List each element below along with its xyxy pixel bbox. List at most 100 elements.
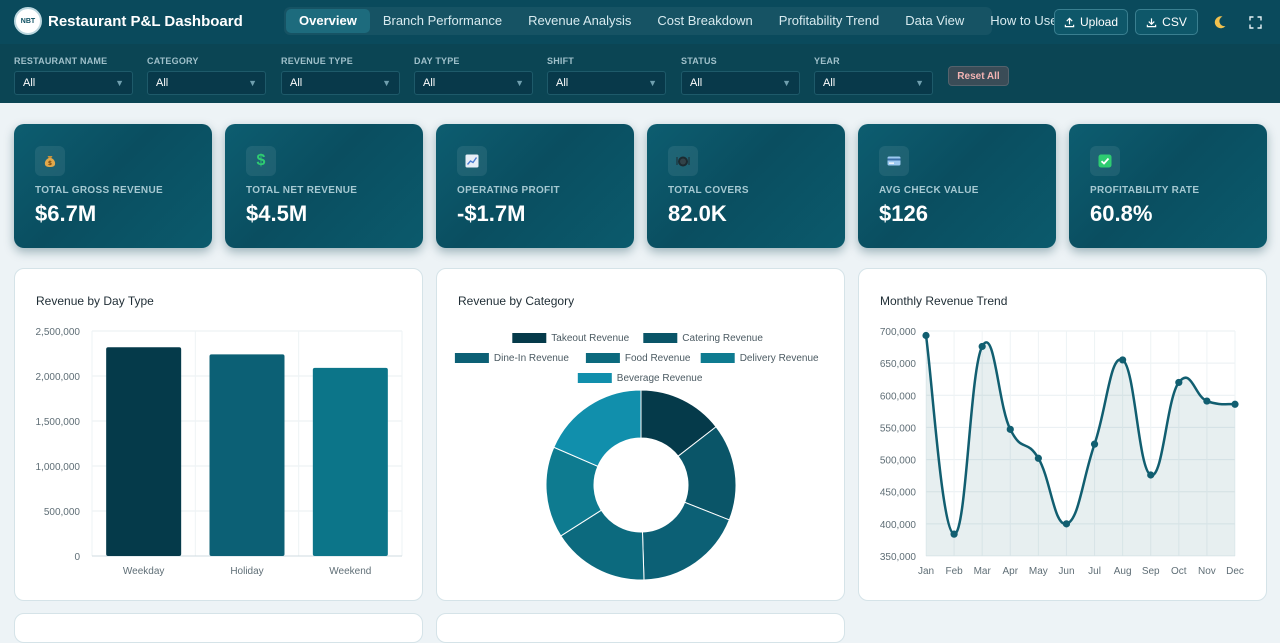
data-point-mar — [978, 342, 986, 351]
checkmark-icon — [1090, 146, 1120, 176]
filter-label: REVENUE TYPE — [281, 56, 353, 66]
shift-select[interactable]: All ▼ — [547, 71, 666, 95]
bar-holiday — [209, 354, 285, 556]
y-tick-label: 450,000 — [880, 488, 917, 499]
kpi-label: TOTAL NET REVENUE — [246, 185, 358, 196]
y-tick-label: 0 — [74, 552, 80, 563]
app-title: Restaurant P&L Dashboard — [48, 13, 243, 30]
fullscreen-icon[interactable] — [1246, 13, 1264, 31]
legend-label: Beverage Revenue — [617, 373, 703, 384]
data-point-dec — [1231, 400, 1239, 408]
day-type-select[interactable]: All ▼ — [414, 71, 533, 95]
filter-label: SHIFT — [547, 56, 574, 66]
filter-status: STATUS All ▼ — [681, 56, 800, 95]
chart-title: Revenue by Category — [458, 294, 575, 308]
y-tick-label: 550,000 — [880, 423, 917, 434]
bottom-card-left — [14, 613, 423, 643]
select-value: All — [823, 77, 836, 89]
bar-weekday — [106, 347, 182, 556]
x-tick-label: Feb — [945, 566, 963, 577]
chevron-down-icon: ▼ — [782, 78, 791, 88]
data-point-jan — [922, 331, 930, 340]
kpi-value: $6.7M — [35, 201, 97, 226]
bar-weekend — [312, 367, 388, 556]
moon-icon[interactable] — [1211, 13, 1229, 31]
legend-label: Food Revenue — [625, 353, 691, 364]
kpi-value: -$1.7M — [457, 201, 526, 226]
y-tick-label: 2,000,000 — [36, 372, 81, 383]
dollar-icon: $ — [246, 146, 276, 176]
x-tick-label: Jun — [1058, 566, 1074, 577]
csv-button[interactable]: CSV — [1135, 9, 1198, 35]
select-value: All — [23, 77, 36, 89]
y-tick-label: 2,500,000 — [36, 327, 81, 338]
filter-bar: RESTAURANT NAME All ▼ CATEGORY All ▼ REVEN… — [0, 44, 1280, 103]
legend-label: Delivery Revenue — [740, 353, 819, 364]
y-tick-label: 400,000 — [880, 520, 917, 531]
tab-data-view[interactable]: Data View — [905, 13, 965, 28]
nav-tabs: Overview Branch Performance Revenue Anal… — [284, 7, 1057, 35]
filter-label: YEAR — [814, 56, 840, 66]
filter-shift: SHIFT All ▼ — [547, 56, 666, 95]
kpi-label: TOTAL COVERS — [668, 185, 749, 196]
reset-all-button[interactable]: Reset All — [948, 66, 1009, 86]
x-tick-label: Dec — [1226, 566, 1244, 577]
filter-label: RESTAURANT NAME — [14, 56, 108, 66]
x-tick-label: Mar — [974, 566, 992, 577]
restaurant-name-select[interactable]: All ▼ — [14, 71, 133, 95]
y-tick-label: 350,000 — [880, 552, 917, 563]
kpi-value: $126 — [879, 201, 928, 226]
y-tick-label: 1,500,000 — [36, 417, 81, 428]
category-select[interactable]: All ▼ — [147, 71, 266, 95]
data-point-sep — [1147, 471, 1155, 479]
plate-icon — [668, 146, 698, 176]
monthly-trend-chart-card: Monthly Revenue Trend 350,000 400,000 450,… — [858, 268, 1267, 601]
x-tick-label: Nov — [1198, 566, 1216, 577]
money-bag-icon: $ — [35, 146, 65, 176]
download-icon — [1146, 17, 1157, 27]
kpi-card-gross-revenue: $ TOTAL GROSS REVENUE $6.7M — [14, 124, 212, 248]
tab-overview[interactable]: Overview — [286, 9, 370, 33]
x-tick-label: Sep — [1142, 566, 1160, 577]
kpi-value: 82.0K — [668, 201, 727, 226]
chevron-down-icon: ▼ — [248, 78, 257, 88]
y-tick-label: 700,000 — [880, 327, 917, 338]
data-point-may — [1034, 454, 1042, 462]
revenue-type-select[interactable]: All ▼ — [281, 71, 400, 95]
tab-how-to-use[interactable]: How to Use — [990, 13, 1058, 28]
x-tick-label: Jan — [918, 566, 934, 577]
status-select[interactable]: All ▼ — [681, 71, 800, 95]
kpi-card-total-covers: TOTAL COVERS 82.0K — [647, 124, 845, 248]
data-point-aug — [1119, 356, 1127, 364]
tab-revenue-analysis[interactable]: Revenue Analysis — [528, 13, 632, 28]
tab-cost-breakdown[interactable]: Cost Breakdown — [657, 13, 753, 28]
category-chart-card: Revenue by Category Takeout Revenue Cater… — [436, 268, 845, 601]
kpi-label: TOTAL GROSS REVENUE — [35, 185, 163, 196]
data-point-feb — [950, 530, 958, 538]
kpi-card-avg-check: AVG CHECK VALUE $126 — [858, 124, 1056, 248]
monthly-trend-line-chart: 350,000 400,000 450,000 500,000 550,000 600,0… — [880, 327, 1244, 577]
kpi-value: $4.5M — [246, 201, 308, 226]
legend-swatch — [577, 373, 612, 383]
chevron-down-icon: ▼ — [515, 78, 524, 88]
area-fill — [926, 335, 1235, 556]
y-tick-label: 500,000 — [44, 507, 81, 518]
tab-profitability-trend[interactable]: Profitability Trend — [778, 13, 880, 28]
x-tick-label: Aug — [1114, 566, 1132, 577]
upload-button[interactable]: Upload — [1054, 9, 1128, 35]
year-select[interactable]: All ▼ — [814, 71, 933, 95]
tab-branch-performance[interactable]: Branch Performance — [382, 13, 503, 28]
select-value: All — [423, 77, 436, 89]
select-value: All — [556, 77, 569, 89]
kpi-label: OPERATING PROFIT — [457, 185, 560, 196]
kpi-label: AVG CHECK VALUE — [879, 185, 979, 196]
chart-title: Monthly Revenue Trend — [880, 294, 1008, 308]
y-tick-label: 650,000 — [880, 359, 917, 370]
trend-chart-icon — [457, 146, 487, 176]
x-tick-label: Jul — [1088, 566, 1101, 577]
legend-swatch — [700, 353, 735, 363]
filter-restaurant-name: RESTAURANT NAME All ▼ — [14, 56, 133, 95]
legend-label: Dine-In Revenue — [494, 353, 569, 364]
filter-label: STATUS — [681, 56, 717, 66]
chart-title: Revenue by Day Type — [36, 294, 154, 308]
